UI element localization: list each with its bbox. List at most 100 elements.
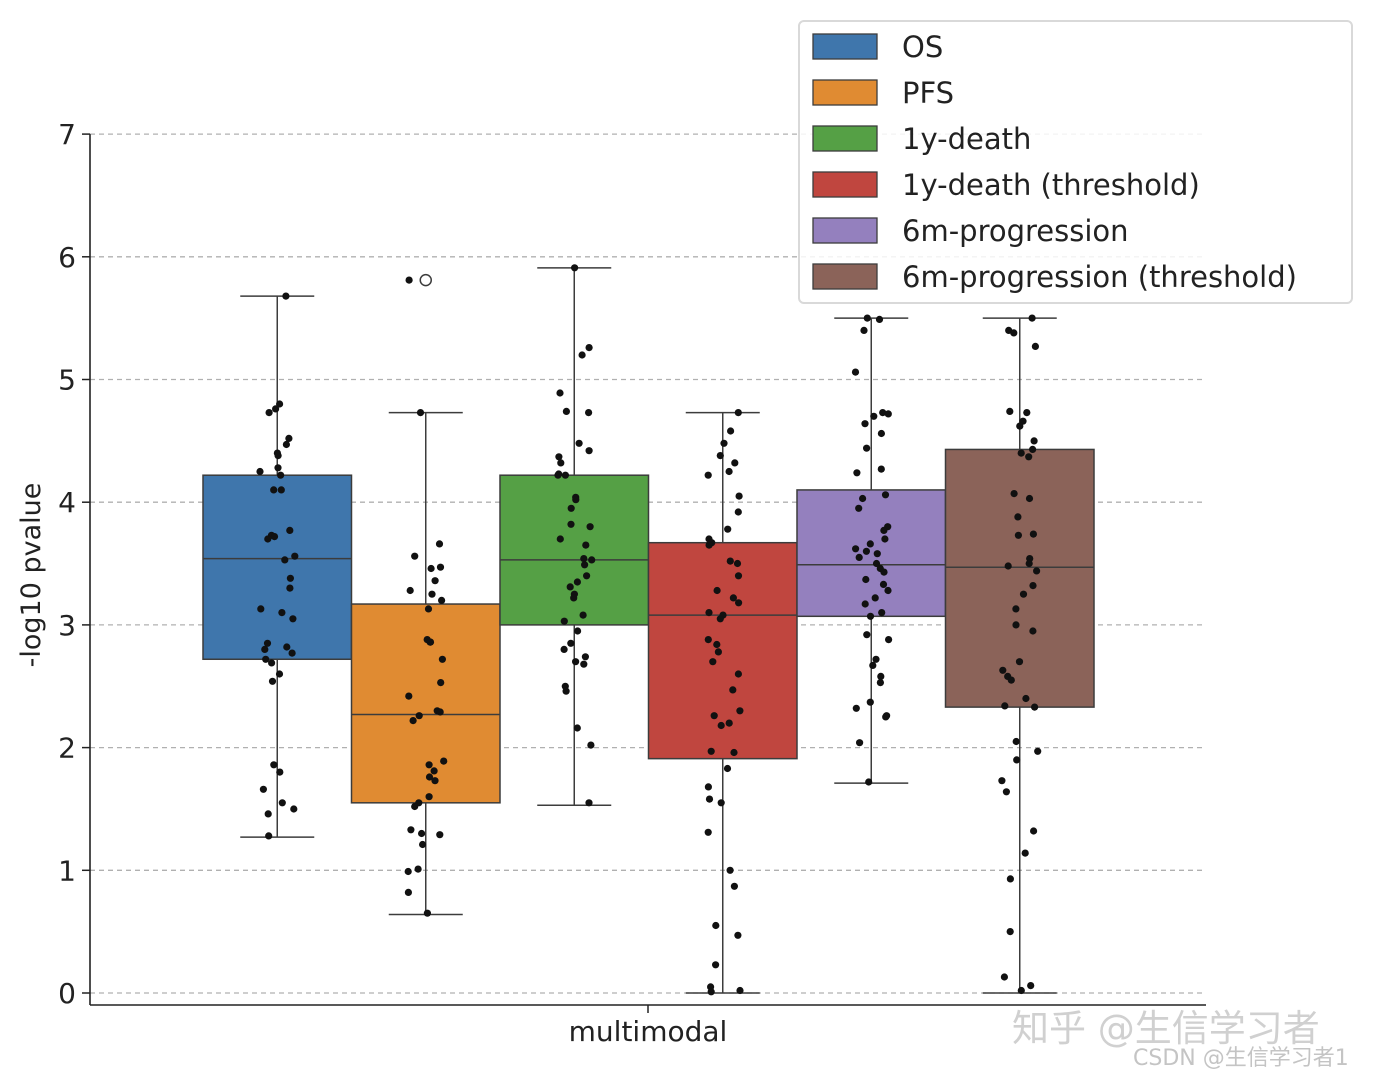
point-1y-death-27 bbox=[570, 594, 578, 602]
legend[interactable]: OS PFS 1y-death 1y-death (threshold) 6m-prog… bbox=[798, 20, 1353, 304]
point-1y-death-threshold--16 bbox=[713, 586, 721, 595]
point-6m-progression-35 bbox=[872, 655, 880, 663]
point-1y-death-1 bbox=[585, 344, 593, 352]
point-os-22 bbox=[278, 609, 286, 617]
y-tick-label-2: 2 bbox=[58, 732, 76, 765]
box-os[interactable] bbox=[202, 474, 353, 661]
point-1y-death-35 bbox=[580, 660, 588, 668]
point-os-25 bbox=[283, 643, 291, 651]
point-1y-death-12 bbox=[561, 471, 570, 479]
point-1y-death-threshold--25 bbox=[709, 658, 717, 666]
point-os-2 bbox=[272, 405, 280, 413]
y-tick-label-1: 1 bbox=[58, 854, 76, 887]
point-pfs-34 bbox=[404, 867, 412, 876]
point-1y-death-threshold--26 bbox=[734, 670, 743, 678]
point-6m-progression-25 bbox=[880, 568, 888, 576]
strip-points bbox=[256, 264, 1042, 996]
point-1y-death-threshold--17 bbox=[729, 594, 738, 602]
point-1y-death-threshold--4 bbox=[731, 459, 739, 467]
point-1y-death-threshold--19 bbox=[705, 609, 713, 617]
point-1y-death-37 bbox=[562, 687, 570, 695]
point-6m-progression-5 bbox=[884, 410, 892, 418]
point-os-32 bbox=[270, 761, 278, 769]
legend-swatch-1y-death-threshold- bbox=[812, 171, 878, 198]
point-os-37 bbox=[264, 810, 272, 818]
point-1y-death-6 bbox=[575, 439, 583, 447]
point-1y-death-20 bbox=[580, 555, 588, 563]
point-1y-death-17 bbox=[586, 523, 594, 531]
point-pfs-14 bbox=[438, 655, 446, 663]
point-pfs-6 bbox=[431, 577, 439, 585]
point-6m-progression-21 bbox=[873, 550, 881, 558]
point-os-35 bbox=[278, 799, 286, 807]
point-1y-death-threshold--6 bbox=[704, 471, 712, 479]
point-pfs-20 bbox=[409, 717, 417, 725]
point-6m-progression-threshold--2 bbox=[1010, 329, 1018, 337]
point-pfs-16 bbox=[405, 692, 413, 700]
point-6m-progression-0 bbox=[863, 314, 871, 322]
watermark-csdn: CSDN @生信学习者1 bbox=[1133, 1046, 1349, 1071]
legend-swatch-pfs bbox=[812, 79, 878, 106]
point-1y-death-5 bbox=[585, 409, 593, 417]
point-6m-progression-31 bbox=[878, 609, 886, 617]
point-1y-death-8 bbox=[555, 453, 563, 461]
box-6m-progression[interactable] bbox=[796, 489, 947, 618]
point-1y-death-14 bbox=[572, 496, 580, 504]
point-1y-death-threshold--41 bbox=[712, 921, 720, 930]
point-6m-progression-32 bbox=[866, 612, 875, 620]
point-1y-death-2 bbox=[578, 351, 586, 359]
point-pfs-2 bbox=[435, 540, 444, 548]
y-tick-label-0: 0 bbox=[58, 977, 76, 1010]
point-1y-death-25 bbox=[566, 583, 574, 591]
point-1y-death-40 bbox=[585, 799, 593, 807]
point-6m-progression-threshold--23 bbox=[1012, 605, 1020, 613]
point-6m-progression-2 bbox=[860, 326, 868, 334]
point-6m-progression-14 bbox=[855, 504, 863, 512]
point-1y-death-32 bbox=[560, 645, 568, 654]
y-axis-label: -log10 pvalue bbox=[16, 483, 47, 668]
point-6m-progression-30 bbox=[861, 600, 869, 608]
point-pfs-7 bbox=[406, 586, 414, 595]
point-6m-progression-39 bbox=[866, 698, 874, 706]
point-6m-progression-threshold--32 bbox=[1031, 703, 1039, 711]
point-1y-death-threshold--40 bbox=[730, 882, 739, 890]
point-1y-death-threshold--30 bbox=[725, 719, 733, 727]
point-6m-progression-4 bbox=[879, 409, 887, 417]
point-1y-death-23 bbox=[583, 572, 591, 580]
point-1y-death-18 bbox=[556, 535, 564, 543]
box-pfs[interactable] bbox=[350, 603, 501, 804]
point-os-7 bbox=[274, 452, 282, 460]
point-6m-progression-threshold--0 bbox=[1028, 314, 1036, 322]
point-6m-progression-9 bbox=[863, 444, 871, 452]
point-6m-progression-threshold--18 bbox=[1025, 559, 1033, 568]
point-1y-death-threshold--32 bbox=[707, 747, 715, 755]
point-1y-death-threshold--34 bbox=[723, 764, 732, 773]
point-os-16 bbox=[264, 535, 272, 543]
point-pfs-30 bbox=[418, 829, 426, 838]
point-pfs-10 bbox=[424, 605, 433, 613]
legend-frame bbox=[798, 20, 1353, 304]
point-6m-progression-threshold--19 bbox=[1004, 562, 1012, 570]
point-os-23 bbox=[289, 615, 297, 623]
point-6m-progression-threshold--5 bbox=[1023, 409, 1031, 417]
point-6m-progression-threshold--27 bbox=[999, 666, 1007, 674]
point-1y-death-4 bbox=[562, 407, 571, 415]
legend-swatch-os bbox=[812, 33, 878, 60]
point-pfs-9 bbox=[438, 596, 446, 605]
point-1y-death-threshold--14 bbox=[733, 559, 742, 568]
point-6m-progression-threshold--30 bbox=[1022, 694, 1030, 703]
point-6m-progression-22 bbox=[855, 553, 863, 562]
point-6m-progression-38 bbox=[876, 679, 885, 687]
point-os-0 bbox=[282, 292, 290, 300]
point-6m-progression-37 bbox=[877, 672, 885, 681]
point-pfs-31 bbox=[436, 831, 444, 839]
point-pfs-13 bbox=[426, 638, 434, 646]
legend-swatch-6m-progression bbox=[812, 217, 878, 244]
point-pfs-1 bbox=[416, 409, 425, 417]
point-1y-death-threshold--23 bbox=[713, 640, 721, 649]
box-6m-progression-threshold-[interactable] bbox=[944, 448, 1095, 708]
point-os-12 bbox=[270, 486, 278, 494]
point-os-34 bbox=[259, 785, 267, 793]
point-1y-death-threshold--21 bbox=[716, 615, 724, 623]
